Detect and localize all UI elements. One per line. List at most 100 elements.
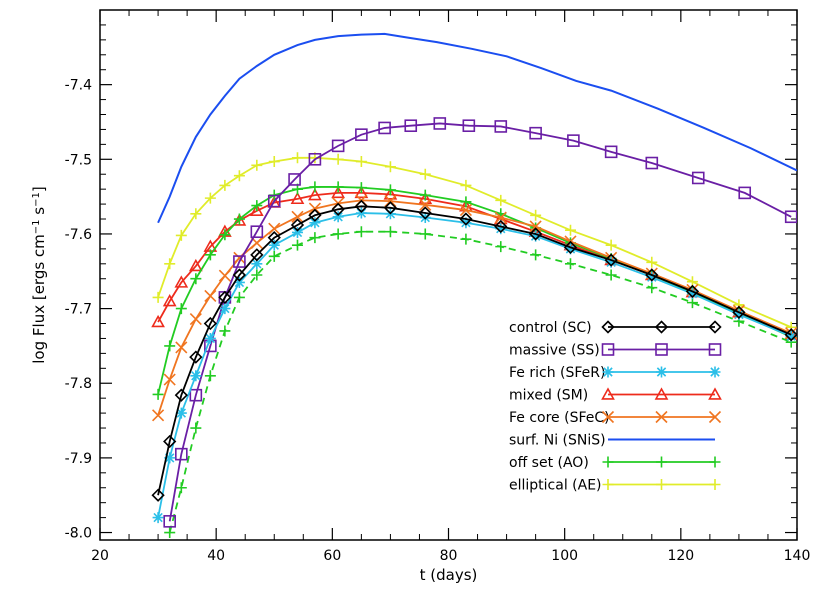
data-point bbox=[383, 187, 398, 200]
y-tick-label: -7.4 bbox=[65, 78, 92, 94]
data-point bbox=[309, 232, 321, 244]
data-point bbox=[686, 288, 698, 300]
legend-marker bbox=[709, 456, 721, 468]
data-point bbox=[332, 211, 344, 223]
data-point bbox=[646, 282, 658, 294]
data-point bbox=[219, 229, 231, 241]
data-point bbox=[530, 230, 542, 242]
data-point bbox=[152, 512, 164, 524]
y-tick-label: -7.6 bbox=[65, 227, 92, 243]
data-point bbox=[174, 275, 189, 288]
legend-marker bbox=[655, 410, 668, 424]
legend-marker bbox=[601, 320, 615, 334]
data-point bbox=[308, 152, 322, 166]
data-point bbox=[564, 224, 576, 236]
legend-label: surf. Ni (SNiS) bbox=[509, 433, 606, 449]
series-line bbox=[157, 199, 792, 416]
data-point bbox=[494, 211, 507, 224]
legend-marker bbox=[655, 343, 668, 356]
data-point bbox=[232, 213, 247, 226]
data-point bbox=[354, 199, 369, 213]
data-point bbox=[460, 233, 472, 245]
data-point bbox=[249, 203, 264, 217]
legend-marker bbox=[709, 479, 721, 490]
data-point bbox=[785, 330, 797, 342]
x-tick-label: 80 bbox=[440, 548, 458, 564]
data-point bbox=[218, 269, 231, 282]
data-point bbox=[494, 219, 508, 234]
x-tick-label: 20 bbox=[91, 548, 109, 564]
legend-entry: control (SC) bbox=[509, 320, 722, 336]
data-point bbox=[383, 201, 398, 215]
series-line bbox=[157, 212, 792, 518]
data-point bbox=[384, 184, 396, 196]
data-point bbox=[733, 309, 745, 321]
data-point bbox=[378, 121, 391, 135]
x-tick-label: 100 bbox=[551, 548, 578, 564]
legend: control (SC) massive (SS) Fe rich (SFeR) mi… bbox=[509, 320, 722, 494]
axis-ticks: 20 40 60 80 100 120 140 -8.0 -7.9 -7.8 -7.7 -7.6 -7.… bbox=[65, 10, 810, 564]
data-point bbox=[332, 153, 344, 165]
data-point bbox=[308, 202, 321, 215]
data-point bbox=[233, 291, 245, 303]
data-point bbox=[419, 168, 431, 180]
data-point bbox=[691, 171, 705, 185]
series-2 bbox=[152, 207, 797, 524]
data-point bbox=[528, 227, 543, 241]
data-point bbox=[331, 202, 345, 216]
data-point bbox=[251, 200, 263, 212]
data-point bbox=[419, 228, 431, 240]
data-point bbox=[332, 181, 344, 193]
data-point bbox=[268, 156, 280, 168]
y-title-part: s bbox=[30, 207, 48, 220]
legend-label: massive (SS) bbox=[509, 343, 600, 359]
data-point bbox=[233, 213, 245, 225]
data-point bbox=[251, 269, 263, 281]
data-point bbox=[784, 328, 797, 342]
legend-marker bbox=[601, 410, 615, 424]
data-point bbox=[152, 291, 164, 303]
legend-marker bbox=[602, 456, 614, 468]
x-tick-label: 40 bbox=[207, 548, 225, 564]
data-point bbox=[605, 239, 617, 251]
legend-marker bbox=[656, 366, 667, 378]
data-point bbox=[219, 179, 231, 191]
data-point bbox=[384, 161, 396, 173]
series-line bbox=[157, 156, 792, 329]
data-point bbox=[268, 222, 281, 235]
data-point bbox=[418, 191, 433, 205]
data-point bbox=[152, 388, 164, 400]
legend-label: control (SC) bbox=[509, 320, 592, 336]
data-point bbox=[419, 198, 432, 211]
data-point bbox=[190, 273, 202, 285]
data-point bbox=[164, 452, 176, 464]
data-point bbox=[233, 170, 245, 182]
data-point bbox=[564, 258, 576, 270]
legend-entry: surf. Ni (SNiS) bbox=[509, 433, 715, 449]
data-point bbox=[459, 212, 473, 226]
data-point bbox=[268, 250, 280, 262]
legend-entry: mixed (SM) bbox=[509, 387, 722, 404]
data-point bbox=[163, 515, 176, 528]
data-point bbox=[529, 220, 542, 233]
data-point bbox=[685, 284, 700, 299]
data-point bbox=[290, 218, 305, 232]
data-point bbox=[267, 194, 281, 208]
legend-marker bbox=[656, 456, 667, 468]
data-point bbox=[495, 241, 507, 253]
data-point bbox=[494, 120, 508, 133]
y-title-part: ] bbox=[30, 186, 48, 192]
data-point bbox=[175, 341, 188, 354]
data-point bbox=[163, 434, 177, 449]
data-point bbox=[462, 119, 476, 133]
series-line bbox=[157, 205, 792, 496]
data-point bbox=[564, 243, 576, 255]
data-point bbox=[309, 181, 321, 193]
legend-entry: massive (SS) bbox=[509, 343, 722, 359]
data-point bbox=[495, 194, 507, 206]
data-point bbox=[332, 228, 344, 240]
data-point bbox=[232, 268, 247, 282]
data-point bbox=[175, 447, 188, 461]
data-point bbox=[309, 217, 321, 229]
y-title-superscript: −1 bbox=[31, 219, 42, 234]
